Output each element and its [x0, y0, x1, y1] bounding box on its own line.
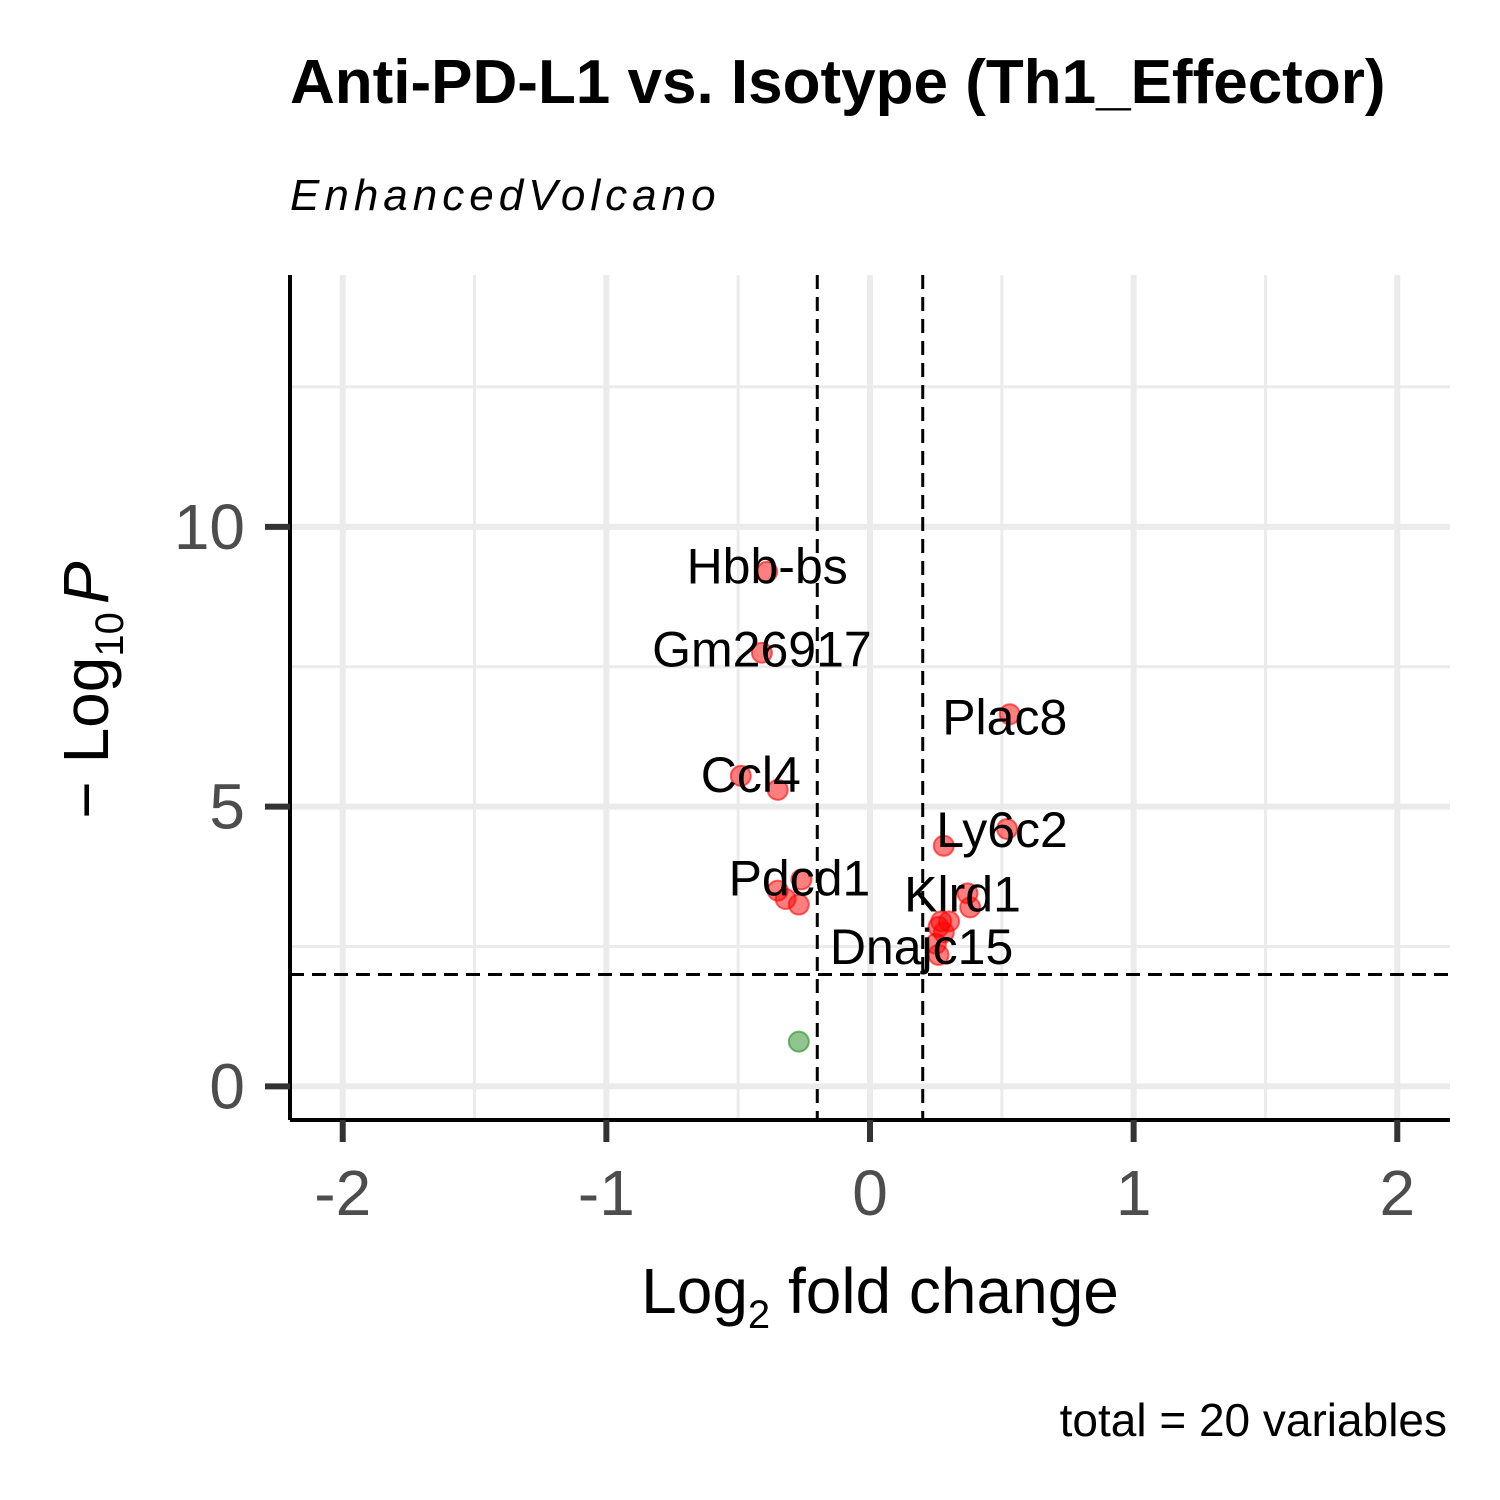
point-label: Ly6c2 [936, 802, 1068, 858]
y-tick-label: 10 [174, 491, 245, 563]
point-significant [998, 703, 1021, 726]
point-label: Plac8 [942, 689, 1067, 745]
point-significant [756, 560, 779, 583]
chart-subtitle: EnhancedVolcano [290, 171, 721, 220]
plot-grid [290, 275, 1450, 1120]
data-points [729, 560, 1021, 1053]
y-axis-title: − Log10P [50, 561, 132, 818]
y-tick-label: 5 [209, 771, 245, 843]
point-significant [729, 764, 752, 787]
axis-ticks: -2 -1 0 1 2 0 5 10 [174, 491, 1415, 1229]
cutoff-lines [290, 275, 1450, 1120]
point-significant [996, 818, 1019, 841]
point-significant [790, 868, 813, 891]
point-label: Klrd1 [904, 866, 1021, 922]
point-significant [787, 893, 810, 916]
chart-caption: total = 20 variables [1060, 1394, 1447, 1446]
point-ns [787, 1030, 810, 1053]
x-tick-label: 0 [852, 1157, 888, 1229]
x-tick-label: -1 [578, 1157, 635, 1229]
point-labels: Hbb-bs Gm26917 Plac8 Ccl4 Ly6c2 Pdcd1 Klrd1Dna… [652, 539, 1068, 975]
y-tick-label: 0 [209, 1050, 245, 1122]
x-tick-label: -2 [314, 1157, 371, 1229]
point-significant [750, 641, 773, 664]
point-significant [766, 778, 789, 801]
point-label: Gm26917 [652, 622, 872, 678]
point-label: Dnajc15 [830, 919, 1013, 975]
point-significant [959, 896, 982, 919]
point-significant [927, 943, 950, 966]
x-axis-title: Log2 fold change [641, 1255, 1119, 1337]
point-label: Ccl4 [701, 747, 801, 803]
x-tick-label: 1 [1116, 1157, 1152, 1229]
chart-title: Anti-PD-L1 vs. Isotype (Th1_Effector) [290, 48, 1385, 117]
x-tick-label: 2 [1379, 1157, 1415, 1229]
point-label: Pdcd1 [729, 850, 871, 906]
point-label: Hbb-bs [687, 539, 848, 595]
point-significant [932, 834, 955, 857]
point-significant [930, 910, 953, 933]
